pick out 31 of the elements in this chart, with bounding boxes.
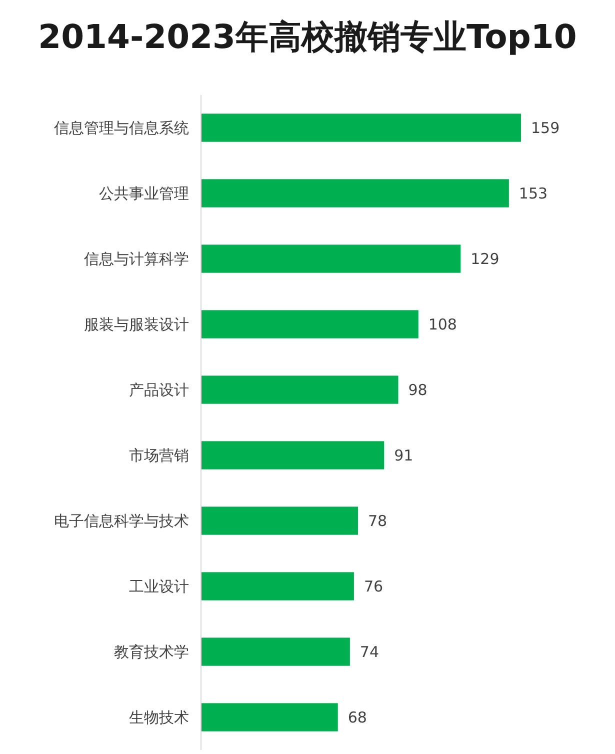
y-tick-label: 生物技术 xyxy=(129,708,189,726)
bar xyxy=(201,506,358,535)
data-label: 153 xyxy=(518,184,548,202)
y-tick-label: 教育技术学 xyxy=(114,642,189,661)
bar xyxy=(201,441,384,470)
y-tick-label: 公共事业管理 xyxy=(99,184,189,202)
data-label: 108 xyxy=(428,315,457,334)
data-label: 91 xyxy=(394,446,414,464)
bar xyxy=(201,179,509,208)
y-tick-label: 市场营销 xyxy=(129,446,189,464)
data-label: 159 xyxy=(531,118,560,137)
bar xyxy=(201,114,521,142)
data-label: 78 xyxy=(368,512,388,530)
data-label: 98 xyxy=(408,380,428,399)
y-tick-label: 服装与服装设计 xyxy=(84,315,189,334)
y-tick-label: 产品设计 xyxy=(129,380,189,399)
y-tick-label: 工业设计 xyxy=(129,577,189,596)
bar xyxy=(201,244,461,273)
data-label: 76 xyxy=(364,577,384,596)
chart-title: 2014-2023年高校撤销专业Top10 xyxy=(38,17,577,56)
data-label: 68 xyxy=(348,708,367,726)
bar xyxy=(201,572,354,600)
bar xyxy=(201,376,398,404)
bar xyxy=(201,638,350,666)
y-tick-label: 信息管理与信息系统 xyxy=(54,118,189,137)
y-tick-label: 电子信息科学与技术 xyxy=(54,512,189,530)
data-label: 74 xyxy=(360,642,380,661)
bar xyxy=(201,703,338,732)
y-tick-label: 信息与计算科学 xyxy=(84,250,189,268)
data-label: 129 xyxy=(470,250,500,268)
bar xyxy=(201,310,418,338)
